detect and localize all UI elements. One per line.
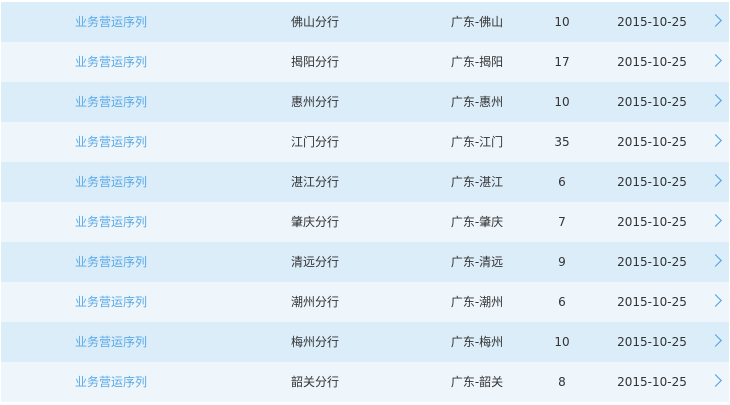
count-value: 6 — [558, 295, 566, 309]
branch-name: 潮州分行 — [290, 295, 340, 309]
chevron-right-icon[interactable] — [709, 254, 722, 267]
branch-name: 韶关分行 — [290, 375, 340, 389]
branch-name: 湛江分行 — [290, 175, 340, 189]
sequence-link[interactable]: 业务营运序列 — [74, 135, 148, 149]
chevron-right-icon[interactable] — [709, 54, 722, 67]
region-name: 广东-惠州 — [450, 95, 504, 109]
region-name: 广东-肇庆 — [450, 215, 504, 229]
date-value: 2015-10-25 — [617, 295, 687, 309]
list-item[interactable]: 业务营运序列 江门分行 广东-江门 35 2015-10-25 — [1, 122, 729, 162]
list-item[interactable]: 业务营运序列 佛山分行 广东-佛山 10 2015-10-25 — [1, 2, 729, 42]
region-name: 广东-佛山 — [450, 15, 504, 29]
list-item[interactable]: 业务营运序列 清远分行 广东-清远 9 2015-10-25 — [1, 242, 729, 282]
branch-name: 梅州分行 — [290, 335, 340, 349]
sequence-link[interactable]: 业务营运序列 — [74, 55, 148, 69]
region-name: 广东-清远 — [450, 255, 504, 269]
list-item[interactable]: 业务营运序列 揭阳分行 广东-揭阳 17 2015-10-25 — [1, 42, 729, 82]
chevron-right-icon[interactable] — [709, 134, 722, 147]
sequence-link[interactable]: 业务营运序列 — [74, 15, 148, 29]
count-value: 7 — [558, 215, 566, 229]
sequence-link[interactable]: 业务营运序列 — [74, 295, 148, 309]
region-name: 广东-梅州 — [450, 335, 504, 349]
branch-name: 江门分行 — [290, 135, 340, 149]
region-name: 广东-揭阳 — [450, 55, 504, 69]
count-value: 35 — [554, 135, 570, 149]
count-value: 10 — [554, 95, 570, 109]
date-value: 2015-10-25 — [617, 335, 687, 349]
count-value: 8 — [558, 375, 566, 389]
date-value: 2015-10-25 — [617, 135, 687, 149]
count-value: 10 — [554, 15, 570, 29]
sequence-link[interactable]: 业务营运序列 — [74, 375, 148, 389]
count-value: 10 — [554, 335, 570, 349]
branch-name: 揭阳分行 — [290, 55, 340, 69]
sequence-link[interactable]: 业务营运序列 — [74, 255, 148, 269]
region-name: 广东-江门 — [450, 135, 504, 149]
region-name: 广东-湛江 — [450, 175, 504, 189]
chevron-right-icon[interactable] — [709, 94, 722, 107]
list-item[interactable]: 业务营运序列 肇庆分行 广东-肇庆 7 2015-10-25 — [1, 202, 729, 242]
count-value: 9 — [558, 255, 566, 269]
chevron-right-icon[interactable] — [709, 334, 722, 347]
date-value: 2015-10-25 — [617, 15, 687, 29]
branch-name: 肇庆分行 — [290, 215, 340, 229]
sequence-link[interactable]: 业务营运序列 — [74, 175, 148, 189]
list-item[interactable]: 业务营运序列 潮州分行 广东-潮州 6 2015-10-25 — [1, 282, 729, 322]
date-value: 2015-10-25 — [617, 255, 687, 269]
date-value: 2015-10-25 — [617, 215, 687, 229]
list-item[interactable]: 业务营运序列 湛江分行 广东-湛江 6 2015-10-25 — [1, 162, 729, 202]
chevron-right-icon[interactable] — [709, 294, 722, 307]
region-name: 广东-潮州 — [450, 295, 504, 309]
branch-name: 惠州分行 — [290, 95, 340, 109]
sequence-link[interactable]: 业务营运序列 — [74, 335, 148, 349]
count-value: 6 — [558, 175, 566, 189]
count-value: 17 — [554, 55, 570, 69]
list-item[interactable]: 业务营运序列 韶关分行 广东-韶关 8 2015-10-25 — [1, 362, 729, 402]
sequence-link[interactable]: 业务营运序列 — [74, 95, 148, 109]
chevron-right-icon[interactable] — [709, 14, 722, 27]
list-item[interactable]: 业务营运序列 惠州分行 广东-惠州 10 2015-10-25 — [1, 82, 729, 122]
date-value: 2015-10-25 — [617, 55, 687, 69]
sequence-link[interactable]: 业务营运序列 — [74, 215, 148, 229]
branch-name: 清远分行 — [290, 255, 340, 269]
chevron-right-icon[interactable] — [709, 174, 722, 187]
date-value: 2015-10-25 — [617, 375, 687, 389]
region-name: 广东-韶关 — [450, 375, 504, 389]
branch-name: 佛山分行 — [290, 15, 340, 29]
chevron-right-icon[interactable] — [709, 214, 722, 227]
date-value: 2015-10-25 — [617, 95, 687, 109]
date-value: 2015-10-25 — [617, 175, 687, 189]
chevron-right-icon[interactable] — [709, 374, 722, 387]
list-item[interactable]: 业务营运序列 梅州分行 广东-梅州 10 2015-10-25 — [1, 322, 729, 362]
